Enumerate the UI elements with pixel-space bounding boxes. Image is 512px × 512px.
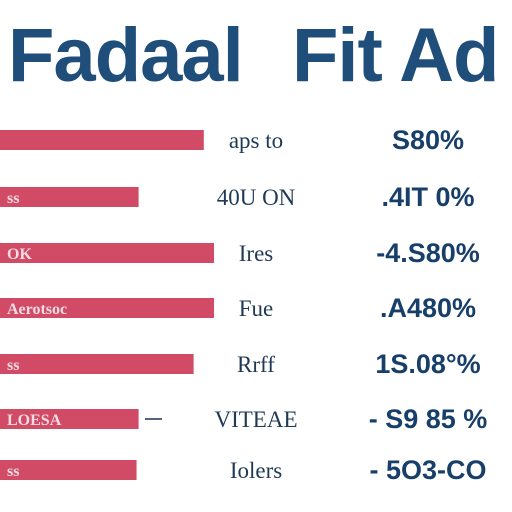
- value-label: -4.S80%: [376, 238, 480, 268]
- category-label: Rrff: [237, 352, 275, 377]
- value-label: .A480%: [380, 293, 476, 323]
- value-labels-layer: S80% .4IT 0% -4.S80% .A480% 1S.08°% - S9 85 %…: [369, 125, 488, 485]
- category-label: Fue: [239, 296, 274, 321]
- category-label: VITEAE: [214, 407, 297, 432]
- bar: [0, 354, 194, 374]
- bar-label: ss: [7, 357, 19, 374]
- category-label: Ires: [239, 241, 274, 266]
- bar: [0, 409, 139, 429]
- category-label: aps to: [229, 128, 283, 153]
- chart-title-left: Fadaal: [8, 13, 244, 98]
- bar-label-layer: ss OK Aerotsoc ss LOESA ss: [7, 190, 67, 480]
- bar: [0, 187, 139, 207]
- bar: [0, 130, 204, 150]
- value-label: - 5O3-CO: [369, 455, 486, 485]
- bar-label: OK: [7, 246, 32, 263]
- value-label: .4IT 0%: [381, 182, 474, 212]
- value-label: 1S.08°%: [375, 349, 480, 379]
- bar-label: ss: [7, 190, 19, 207]
- bar-label: Aerotsoc: [7, 301, 67, 318]
- bar-label: ss: [7, 463, 19, 480]
- chart-title-right: Fit Ad: [292, 13, 499, 98]
- bar-label: LOESA: [7, 412, 62, 429]
- category-label: 40U ON: [217, 185, 296, 210]
- category-label: Iolers: [230, 458, 282, 483]
- bar: [0, 298, 214, 318]
- value-label: S80%: [392, 125, 464, 155]
- bar: [0, 460, 137, 480]
- bars-layer: [0, 130, 214, 480]
- value-label: - S9 85 %: [369, 404, 488, 434]
- category-labels-layer: aps to 40U ON Ires Fue Rrff VITEAE Iolers: [214, 128, 297, 483]
- bar: [0, 243, 214, 263]
